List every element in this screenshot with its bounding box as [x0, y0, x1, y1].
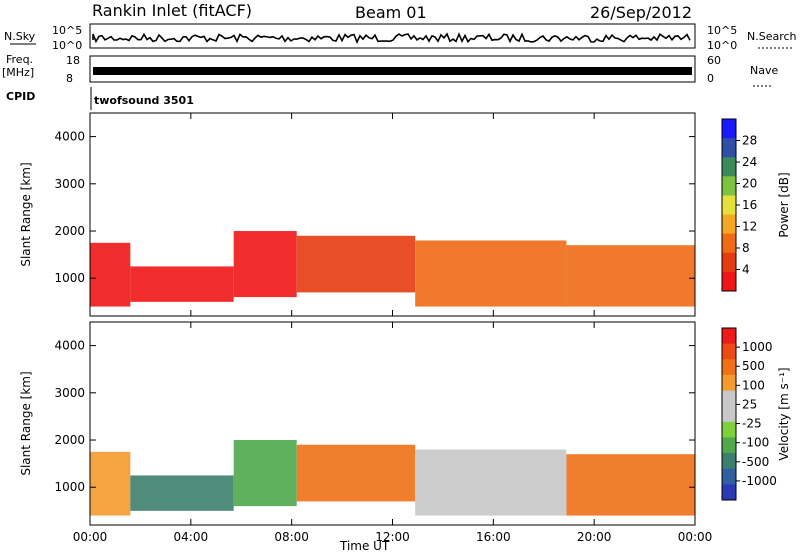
nsky-line [92, 32, 691, 44]
freq-unit: [MHz] [2, 66, 34, 79]
power-panel: 1000 2000 3000 4000 Slant Range [km] 4 8 12 16 20… [19, 112, 791, 317]
velocity-colorbar-seg-3 [722, 374, 736, 392]
velocity-band-1 [130, 475, 234, 511]
power-colorbar-label-2: 12 [742, 220, 757, 234]
power-colorbar-seg-4 [722, 195, 736, 216]
power-colorbar-label-0: 4 [742, 263, 750, 277]
power-ytick-label-3: 4000 [54, 130, 85, 144]
power-colorbar-seg-6 [722, 233, 736, 254]
power-colorbar-seg-3 [722, 176, 736, 196]
power-band-4 [415, 240, 567, 307]
velocity-panel: 1000 2000 3000 4000 Slant Range [km] 00:00 04:… [19, 321, 791, 544]
velocity-xtick-label-0: 00:00 [73, 530, 108, 544]
power-colorbar-seg-1 [722, 138, 736, 158]
nsky-tick-high: 10^5 [52, 24, 82, 37]
cpid-value: twofsound 3501 [94, 94, 194, 107]
velocity-ytick-label-3: 4000 [54, 339, 85, 353]
power-colorbar-seg-0 [722, 119, 736, 139]
freq-trace [93, 67, 692, 75]
velocity-colorbar-label-2: 100 [742, 378, 765, 392]
power-ytick-label-0: 1000 [54, 271, 85, 285]
station-title: Rankin Inlet (fitACF) [92, 1, 252, 20]
date-title: 26/Sep/2012 [590, 3, 692, 22]
velocity-colorbar-label-0: 1000 [742, 340, 773, 354]
freq-tick-high: 18 [66, 54, 80, 67]
power-band-2 [233, 231, 297, 298]
freq-label: Freq. [6, 53, 33, 66]
velocity-xtick-label-5: 20:00 [577, 530, 612, 544]
velocity-colorbar-seg-5 [722, 406, 736, 423]
power-colorbar-label-5: 24 [742, 155, 757, 169]
power-colorbar-seg-7 [722, 252, 736, 273]
power-ytick-label-1: 2000 [54, 224, 85, 238]
velocity-colorbar-seg-4 [722, 390, 736, 407]
power-colorbar-label-6: 28 [742, 134, 757, 148]
velocity-band-4 [415, 449, 567, 516]
velocity-colorbar-seg-2 [722, 359, 736, 376]
nave-label: Nave [750, 64, 778, 77]
power-colorbar-title: Power [dB] [777, 172, 791, 237]
velocity-ytick-label-2: 3000 [54, 386, 85, 400]
power-colorbar-seg-2 [722, 157, 736, 177]
power-band-3 [296, 235, 416, 293]
power-colorbar-seg-8 [722, 271, 736, 292]
velocity-xtick-label-3: 12:00 [375, 530, 410, 544]
velocity-colorbar-title: Velocity [m s⁻¹] [777, 367, 791, 460]
nsky-tick-low: 10^0 [52, 39, 82, 52]
velocity-colorbar-label-3: 25 [742, 397, 757, 411]
power-band-1 [130, 266, 234, 302]
nsearch-label: N.Search [747, 30, 797, 43]
velocity-colorbar-label-7: -1000 [742, 474, 777, 488]
power-colorbar-label-1: 8 [742, 241, 750, 255]
velocity-colorbar-label-4: -25 [742, 417, 762, 431]
velocity-colorbar-label-1: 500 [742, 359, 765, 373]
velocity-xtick-label-2: 08:00 [274, 530, 309, 544]
velocity-ytick-label-0: 1000 [54, 480, 85, 494]
velocity-colorbar-seg-0 [722, 328, 736, 345]
velocity-xtick-label-1: 04:00 [174, 530, 209, 544]
velocity-colorbar-seg-6 [722, 421, 736, 438]
velocity-colorbar-seg-8 [722, 453, 736, 470]
power-band-0 [90, 242, 131, 307]
velocity-colorbar-frame [721, 327, 737, 501]
velocity-colorbar-label-6: -500 [742, 455, 769, 469]
nave-tick-low: 0 [707, 72, 714, 85]
velocity-colorbar-seg-9 [722, 468, 736, 485]
velocity-band-5 [566, 454, 695, 516]
nsky-trace [92, 32, 691, 44]
freq-tick-low: 8 [66, 72, 73, 85]
nsky-label: N.Sky [4, 30, 36, 43]
velocity-colorbar-seg-10 [722, 484, 736, 501]
velocity-colorbar-seg-7 [722, 437, 736, 454]
power-colorbar-label-4: 20 [742, 177, 757, 191]
power-ytick-label-2: 3000 [54, 177, 85, 191]
power-ylabel: Slant Range [km] [19, 162, 33, 266]
velocity-colorbar-label-5: -100 [742, 436, 769, 450]
nsearch-tick-low: 10^0 [707, 39, 737, 52]
velocity-ylabel: Slant Range [km] [19, 371, 33, 475]
cpid-label: CPID [6, 90, 35, 103]
velocity-colorbar-seg-1 [722, 343, 736, 360]
x-axis-label: Time UT [339, 539, 390, 553]
velocity-band-3 [296, 444, 416, 502]
velocity-xtick-label-6: 00:00 [678, 530, 713, 544]
nave-tick-high: 60 [707, 54, 721, 67]
velocity-ytick-label-1: 2000 [54, 433, 85, 447]
beam-title: Beam 01 [355, 3, 427, 22]
freq-frame [89, 55, 696, 83]
power-band-5 [566, 245, 695, 307]
velocity-xtick-label-4: 16:00 [476, 530, 511, 544]
velocity-band-0 [90, 451, 131, 516]
power-colorbar-seg-5 [722, 214, 736, 235]
power-colorbar-label-3: 16 [742, 198, 757, 212]
velocity-band-2 [233, 440, 297, 507]
nsky-frame [89, 23, 696, 49]
nsearch-tick-high: 10^5 [707, 24, 737, 37]
